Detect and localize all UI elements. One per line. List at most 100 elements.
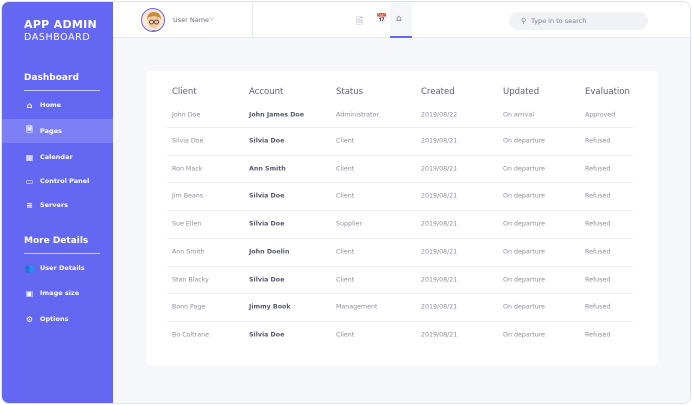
sidebar-item-label: Image size [40,289,80,297]
cell-status: Administrator [336,111,379,118]
cell-client: Silvia Doe [172,137,204,145]
cell-evaluation: Refused [585,248,611,256]
window-icon: ▭ [25,176,34,186]
page-icon: 🗎 [26,125,33,134]
gear-icon: ⚙ [25,314,34,324]
table-row[interactable]: Stan Blacky Silvia Doe Client 2019/08/21 On … [167,266,633,293]
cell-evaluation: Refused [585,137,611,145]
server-icon: ≡ [26,200,33,210]
sidebar-item-control-panel[interactable]: ▭ Control Panel [2,169,113,193]
sidebar-item-options[interactable]: ⚙ Options [2,307,113,331]
brand-subtitle: DASHBOARD [24,32,91,43]
cell-updated: On departure [503,192,546,200]
cell-updated: On departure [503,276,546,284]
cell-updated: On departure [503,220,546,228]
users-table: Client Account Status Created Updated Evaluat… [146,71,658,365]
column-header-updated[interactable]: Updated [503,87,540,97]
cell-created: 2019/08/21 [421,303,458,311]
sidebar: APP ADMIN DASHBOARD Dashboard ⌂ Home 🗎 Page… [2,2,113,403]
divider [24,253,100,254]
column-header-client[interactable]: Client [172,87,197,97]
calendar-icon[interactable]: 📅 [376,14,388,24]
cell-client: Bo Coltrane [172,331,209,339]
cell-account: John Doelin [249,248,290,256]
search-input[interactable]: ⚲ Type in to search [509,12,648,30]
chevron-down-icon[interactable]: ⌵ [209,14,215,22]
cell-account: Silvia Doe [249,137,285,145]
cell-client: Ann Smith [172,248,205,256]
cell-created: 2019/08/21 [421,331,458,339]
cell-status: Client [336,165,355,173]
cell-client: Bono Page [172,303,206,311]
cell-status: Client [336,248,355,256]
cell-evaluation: Refused [585,303,611,311]
divider [24,90,100,91]
cell-account: Silvia Doe [249,276,285,284]
sidebar-item-label: User Details [40,264,85,272]
column-header-status[interactable]: Status [336,87,364,97]
cell-status: Client [336,192,355,200]
cell-client: John Doe [172,111,201,118]
column-header-evaluation[interactable]: Evaluation [585,87,630,97]
cell-evaluation: Refused [585,192,611,200]
home-icon: ⌂ [396,14,402,24]
column-header-account[interactable]: Account [249,87,284,97]
sidebar-item-label: Servers [40,201,69,209]
cell-updated: On departure [503,248,546,256]
sidebar-item-pages[interactable]: 🗎 Pages [2,119,113,143]
cell-created: 2019/08/21 [421,276,458,284]
table-row[interactable]: John Doe John James Doe Administrator 2019/… [167,101,633,128]
cell-account: Silvia Doe [249,192,285,200]
avatar[interactable] [141,8,165,32]
sidebar-item-label: Pages [40,127,62,135]
cell-created: 2019/08/21 [421,165,458,173]
brand-title: APP ADMIN [24,18,98,31]
tab-home[interactable]: ⌂ [390,2,412,38]
cell-status: Management [336,303,378,311]
table-row[interactable]: Jim Beans Silvia Doe Client 2019/08/21 On de… [167,182,633,209]
divider [252,2,253,38]
section-dashboard: Dashboard [24,73,79,83]
users-icon: 👥 [24,263,35,273]
sidebar-item-user-details[interactable]: 👥 User Details [2,256,113,280]
sidebar-item-image-size[interactable]: ▣ Image size [2,281,113,305]
image-icon: ▣ [25,288,34,298]
cell-evaluation: Refused [585,220,611,228]
sidebar-item-home[interactable]: ⌂ Home [2,93,113,117]
cell-account: Ann Smith [249,165,286,173]
cell-account: Silvia Doe [249,331,285,339]
cell-updated: On arrival [503,111,534,118]
cell-status: Client [336,331,355,339]
table-row[interactable]: Bo Coltrane Silvia Doe Client 2019/08/21 On … [167,321,633,348]
cell-evaluation: Approved [585,111,616,118]
table-row[interactable]: Sue Ellen Silvia Doe Supplier 2019/08/21 On … [167,210,633,237]
user-name[interactable]: User Name [173,16,210,24]
top-header: User Name ⌵ 🗎 📅 ⌂ ⚲ Type in to search [113,2,690,38]
cell-status: Client [336,276,355,284]
column-header-created[interactable]: Created [421,87,455,97]
sidebar-item-servers[interactable]: ≡ Servers [2,193,113,217]
sidebar-item-label: Control Panel [40,177,90,185]
cell-created: 2019/08/22 [421,111,458,118]
cell-account: Silvia Doe [249,220,285,228]
cell-created: 2019/08/21 [421,220,458,228]
sidebar-item-label: Options [40,315,69,323]
sidebar-item-calendar[interactable]: ▦ Calendar [2,145,113,169]
cell-account: Jimmy Book [249,303,291,311]
cell-evaluation: Refused [585,165,611,173]
cell-created: 2019/08/21 [421,248,458,256]
cell-evaluation: Refused [585,331,611,339]
table-row[interactable]: Ron Mack Ann Smith Client 2019/08/21 On depa… [167,155,633,182]
cell-updated: On departure [503,331,546,339]
cell-updated: On departure [503,303,546,311]
table-row[interactable]: Ann Smith John Doelin Client 2019/08/21 On d… [167,238,633,265]
cell-client: Ron Mack [172,165,203,173]
page-icon[interactable]: 🗎 [356,17,364,27]
cell-status: Supplier [336,220,362,228]
search-icon: ⚲ [521,17,527,25]
table-row[interactable]: Silvia Doe Silvia Doe Client 2019/08/21 On d… [167,127,633,154]
cell-created: 2019/08/21 [421,137,458,145]
table-row[interactable]: Bono Page Jimmy Book Management 2019/08/21 O… [167,293,633,320]
cell-client: Jim Beans [172,192,204,200]
